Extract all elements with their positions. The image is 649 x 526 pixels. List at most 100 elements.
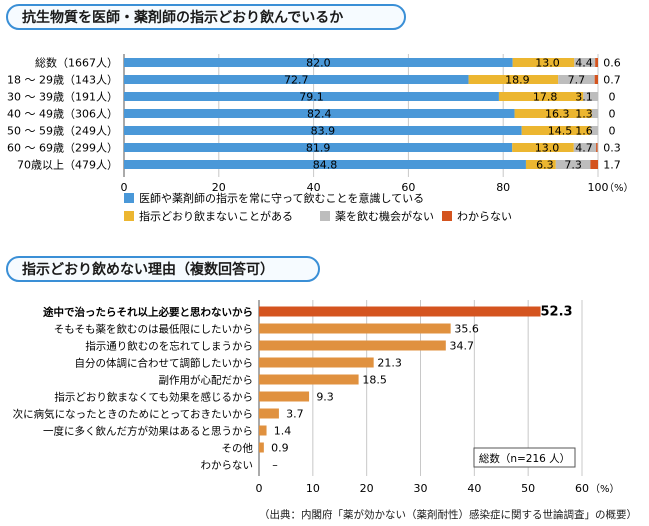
chart2-category-label: 途中で治ったらそれ以上必要と思わないから (43, 306, 253, 319)
chart1-bar-segment (124, 126, 522, 135)
chart1-x-tick-label: 80 (496, 181, 510, 194)
chart2-bar (259, 340, 446, 351)
chart1-bar-segment (594, 75, 598, 84)
chart2-data-label: 52.3 (541, 305, 573, 320)
chart1-data-label: 83.9 (311, 125, 336, 138)
chart1-data-label: 6.3 (536, 159, 554, 172)
chart2-x-tick-label: 50 (521, 482, 535, 495)
chart2-x-tick-label: 40 (467, 482, 481, 495)
chart1-data-label: 82.0 (306, 57, 331, 70)
chart1-bar-segment (574, 58, 596, 67)
chart2-bar (259, 408, 279, 419)
chart2-x-unit: （%） (590, 483, 620, 495)
chart1-bar-segment (514, 109, 592, 118)
chart1-bar-segment (498, 92, 584, 101)
chart1-x-unit: （%） (604, 182, 634, 194)
chart1-data-label: 4.4 (575, 57, 593, 70)
chart1-data-label: 0.7 (603, 74, 621, 87)
chart1-data-label: 7.3 (564, 159, 582, 172)
chart1-data-label: 0 (609, 108, 616, 121)
chart1-legend-label: わからない (457, 210, 512, 223)
chart1-bar-segment (521, 126, 591, 135)
chart2-data-label: – (272, 459, 278, 472)
chart1-bar-segment (555, 160, 591, 169)
chart2-bar (259, 374, 359, 385)
chart1-category-label: 70歳以上（479人） (17, 159, 118, 172)
chart1-category-label: 30 ～ 39歳（191人） (7, 91, 118, 104)
chart1-bar-segment (590, 126, 598, 135)
chart1-data-label: 3.1 (575, 91, 593, 104)
chart2-category-label: わからない (201, 460, 254, 472)
chart1-bar-segment (124, 160, 526, 169)
chart1-category-label: 60 ～ 69歳（299人） (7, 142, 118, 155)
chart1-data-label: 16.3 (545, 108, 570, 121)
chart1-data-label: 14.5 (548, 125, 573, 138)
chart1-data-label: 0 (609, 91, 616, 104)
chart1-legend-swatch (442, 211, 452, 221)
chart1-category-label: 40 ～ 49歳（306人） (7, 108, 118, 121)
chart1-legend-swatch (124, 193, 134, 203)
chart2-category-label: 副作用が心配だから (159, 374, 254, 387)
chart1-stacked-bar: 0 20 40 60 80 100（%） 総数（1667人） 82.0 13.0 4.4 0.6 18… (7, 54, 634, 223)
chart2-data-label: 9.3 (316, 391, 334, 404)
chart1-title: 抗生物質を医師・薬剤師の指示どおり飲んでいるか (6, 4, 406, 30)
chart2-note: 総数（n=216 人） (479, 452, 570, 465)
chart2-bar (259, 357, 374, 368)
chart2-category-label: そもそも薬を飲むのは最低限にしたいから (54, 323, 253, 336)
chart2-category-label: 自分の体調に合わせて調節したいから (75, 357, 254, 370)
chart2-bar (259, 323, 451, 334)
source-note: （出典：内閣府「薬が効かない（薬剤耐性）感染症に関する世論調査」の概要） (259, 509, 637, 521)
chart2-data-label: 21.3 (377, 357, 402, 370)
chart2-bar (259, 442, 264, 453)
chart1-legend-label: 医師や薬剤師の指示を常に守って飲むことを意識している (139, 191, 424, 205)
chart2-data-label: 0.9 (271, 442, 289, 455)
chart1-data-label: 81.9 (306, 142, 331, 155)
chart1-bar-segment (525, 160, 556, 169)
chart1-x-tick-label: 60 (401, 181, 415, 194)
chart1-data-label: 0.6 (603, 57, 621, 70)
chart1-data-label: 0.3 (603, 142, 621, 155)
chart1-category-label: 50 ～ 59歳（249人） (7, 125, 118, 138)
chart2-category-label: 指示通り飲むのを忘れてしまうから (85, 340, 253, 353)
chart2-category-label: その他 (222, 442, 254, 455)
chart1-bar-segment (468, 75, 559, 84)
chart1-data-label: 79.1 (299, 91, 324, 104)
chart1-bar-segment (124, 143, 513, 152)
chart1-data-label: 18.9 (505, 74, 530, 87)
chart2-x-tick-label: 0 (256, 482, 263, 495)
chart2-category-label: 次に病気になったときのためにとっておきたいから (13, 408, 253, 421)
chart1-data-label: 13.0 (535, 57, 560, 70)
chart2-category-label: 一度に多く飲んだ方が効果はあると思うから (43, 425, 253, 438)
chart2-data-label: 35.6 (454, 323, 479, 336)
chart1-bar-segment (124, 75, 469, 84)
chart1-data-label: 82.4 (307, 108, 332, 121)
chart2-note-box (473, 447, 576, 468)
chart1-category-label: 18 ～ 29歳（143人） (7, 74, 118, 87)
chart1-bar-segment (124, 92, 499, 101)
chart2-bar (259, 391, 310, 402)
chart2-data-label: 34.7 (450, 340, 475, 353)
chart1-data-label: 13.0 (535, 142, 560, 155)
chart1-bar-segment (558, 75, 595, 84)
chart1-bar-segment (124, 109, 515, 118)
chart1-bar-segment (512, 58, 575, 67)
chart1-bar-segment (596, 143, 598, 152)
chart2-x-tick-label: 60 (575, 482, 589, 495)
chart1-legend-label: 薬を飲む機会がない (335, 209, 434, 223)
chart1-bar-segment (595, 58, 598, 67)
chart1-x-tick-label: 0 (121, 181, 128, 194)
chart1-data-label: 72.7 (284, 74, 309, 87)
chart2-data-label: 1.4 (274, 425, 292, 438)
chart1-data-label: 7.7 (568, 74, 586, 87)
chart1-category-label: 総数（1667人） (35, 56, 118, 70)
chart1-data-label: 17.8 (533, 91, 558, 104)
chart2-x-tick-label: 30 (414, 482, 428, 495)
chart2-data-label: 18.5 (362, 374, 387, 387)
chart1-data-label: 1.7 (603, 159, 621, 172)
chart1-bar-segment (583, 92, 598, 101)
chart1-data-label: 84.8 (313, 159, 338, 172)
chart1-data-label: 1.6 (575, 125, 593, 138)
chart2-bar (259, 306, 541, 317)
chart1-legend-swatch (320, 211, 330, 221)
